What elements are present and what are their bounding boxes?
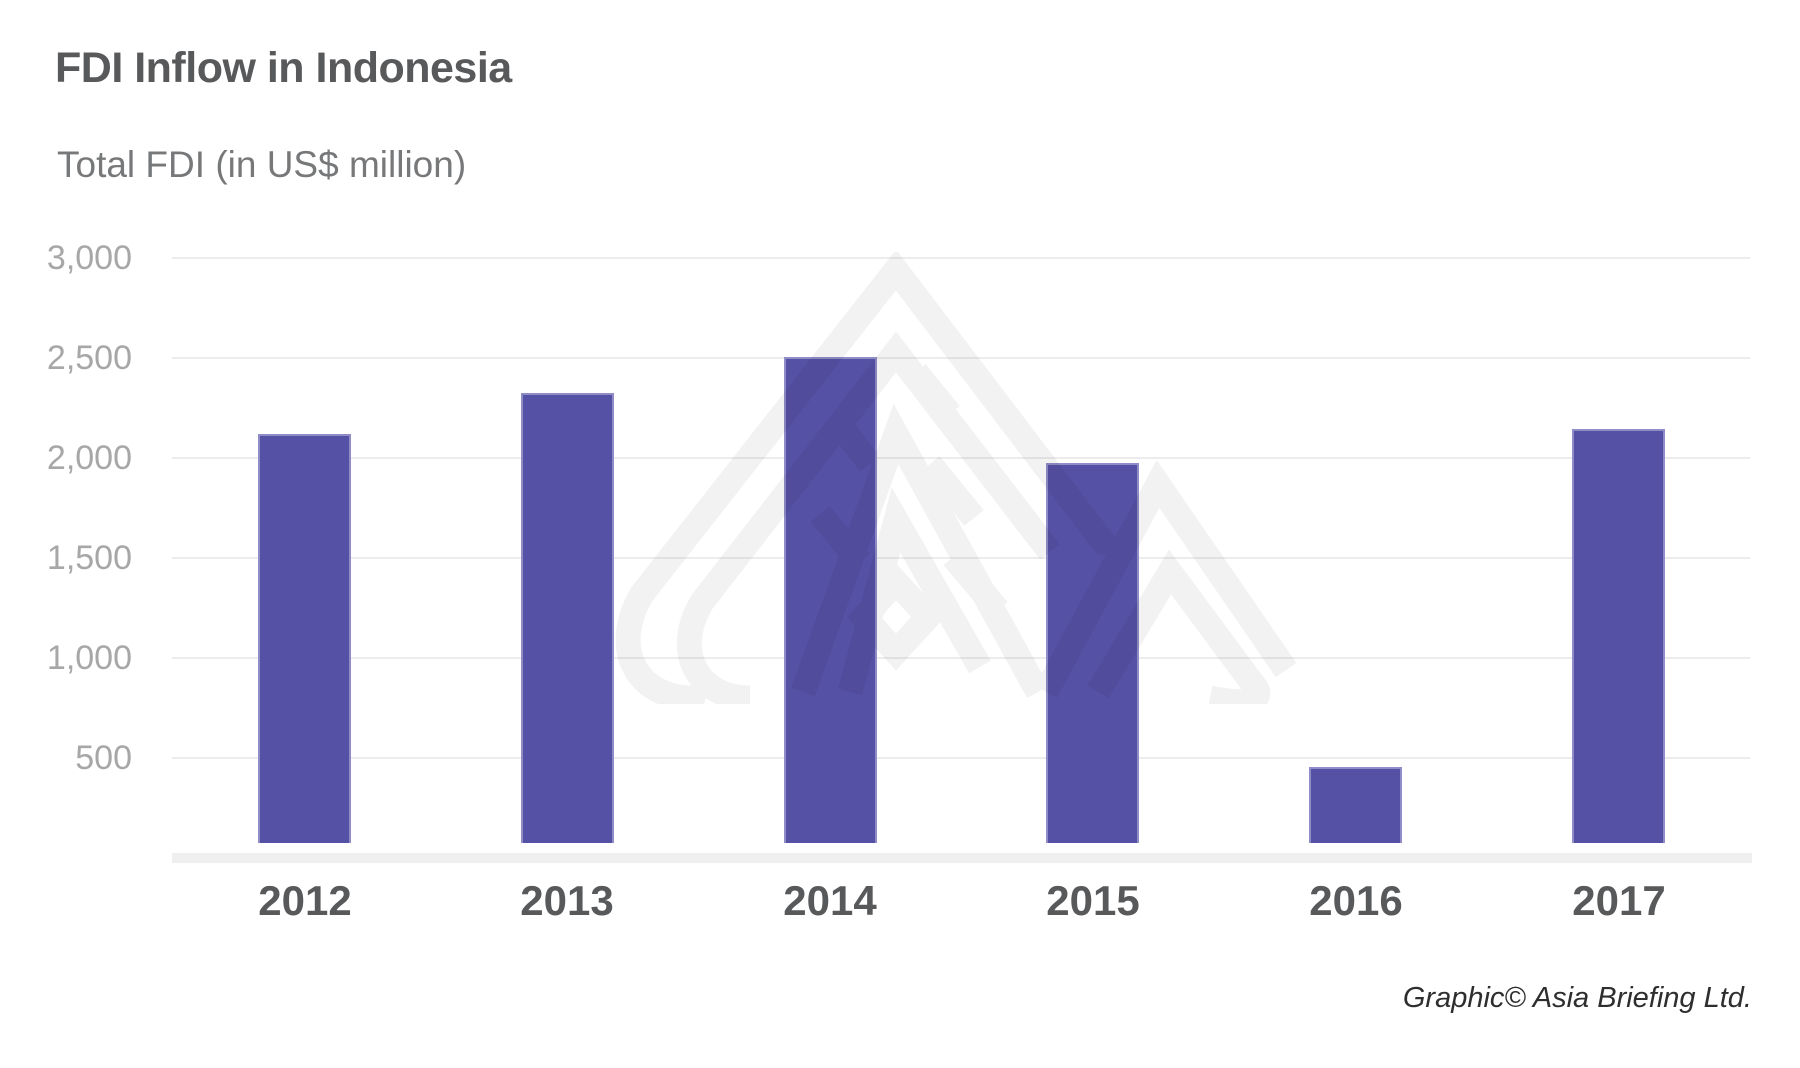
y-axis-label-1500: 1,500 — [46, 539, 132, 577]
bar-2013 — [521, 393, 614, 843]
x-axis-label-2016: 2016 — [1309, 877, 1403, 924]
bar-2014 — [784, 357, 877, 843]
gridline-1000 — [172, 657, 1750, 659]
asia-briefing-logo-watermark-icon — [615, 252, 1297, 704]
y-axis-label-2000: 2,000 — [46, 439, 132, 477]
bar-2012 — [258, 434, 351, 843]
x-axis-label-2017: 2017 — [1572, 877, 1666, 924]
gridline-3000 — [172, 257, 1750, 259]
gridline-500 — [172, 757, 1750, 759]
x-axis-label-2012: 2012 — [258, 877, 352, 924]
y-axis-label-1000: 1,000 — [46, 639, 132, 677]
y-axis-title: Total FDI (in US$ million) — [57, 144, 467, 185]
y-axis-label-500: 500 — [75, 739, 132, 777]
gridline-1500 — [172, 557, 1750, 559]
credit-line: Graphic© Asia Briefing Ltd. — [1402, 982, 1752, 1014]
x-axis-label-2015: 2015 — [1046, 877, 1140, 924]
y-axis-label-3000: 3,000 — [46, 239, 132, 277]
chart-title: FDI Inflow in Indonesia — [55, 44, 512, 92]
gridline-2500 — [172, 357, 1750, 359]
x-axis-label-2013: 2013 — [520, 877, 614, 924]
bar-2016 — [1309, 767, 1402, 843]
y-axis-label-2500: 2,500 — [46, 339, 132, 377]
bar-2015 — [1046, 463, 1139, 843]
bar-2017 — [1572, 429, 1665, 843]
gridline-2000 — [172, 457, 1750, 459]
x-axis-line — [172, 853, 1752, 863]
x-axis-label-2014: 2014 — [783, 877, 877, 924]
